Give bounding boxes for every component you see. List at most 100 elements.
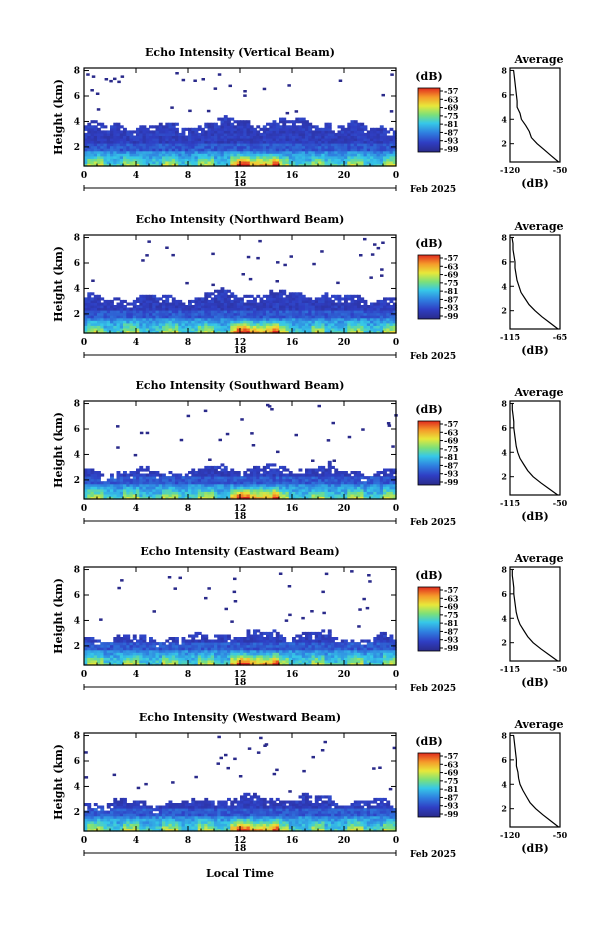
heatmap-cell: [272, 292, 277, 296]
heatmap-cell: [116, 637, 121, 641]
heatmap-cell: [318, 315, 322, 319]
heatmap-cell: [240, 310, 244, 314]
heatmap-cell: [110, 476, 114, 480]
heatmap-cell: [279, 150, 283, 154]
heatmap-cell: [139, 657, 144, 661]
heatmap-cell: [197, 649, 202, 653]
heatmap-cell: [220, 138, 225, 142]
heatmap-cell: [363, 135, 368, 139]
heatmap-cell: [337, 160, 342, 164]
heatmap-cell: [113, 127, 118, 131]
heatmap-cell: [282, 155, 287, 159]
heatmap-cell: [321, 493, 326, 497]
heatmap-cell: [266, 163, 270, 167]
heatmap-cell: [318, 155, 322, 159]
heatmap-cell: [298, 488, 303, 492]
heatmap-cell: [116, 307, 121, 311]
heatmap-cell: [269, 145, 274, 149]
heatmap-cell: [145, 483, 150, 487]
heatmap-cell: [149, 312, 153, 316]
heatmap-cell: [171, 315, 176, 319]
heatmap-cell: [262, 327, 267, 331]
heatmap-cell: [93, 135, 98, 139]
heatmap-cell: [301, 327, 306, 331]
heatmap-cell: [175, 496, 179, 500]
heatmap-cell: [363, 305, 368, 309]
heatmap-cell: [162, 476, 166, 480]
heatmap-cell: [110, 132, 114, 136]
heatmap-cell: [262, 130, 267, 134]
heatmap-cell: [318, 476, 322, 480]
heatmap-cell: [243, 307, 248, 311]
heatmap-cell: [285, 140, 290, 144]
heatmap-cell: [298, 476, 303, 480]
heatmap-cell: [106, 317, 111, 321]
heatmap-cell: [295, 327, 300, 331]
heatmap-cell: [233, 132, 238, 136]
heatmap-cell: [233, 471, 238, 475]
heatmap-cell: [292, 486, 296, 490]
heatmap-cell: [220, 327, 225, 331]
heatmap-cell: [90, 654, 95, 658]
heatmap-cell: [113, 652, 118, 656]
heatmap-cell: [383, 158, 387, 162]
heatmap-cell: [373, 476, 378, 480]
heatmap-cell: [285, 322, 290, 326]
heatmap-cell: [136, 130, 140, 134]
heatmap-cell: [321, 132, 326, 136]
heatmap-cell: [350, 322, 355, 326]
heatmap-cell: [139, 294, 144, 298]
heatmap-cell: [301, 322, 306, 326]
heatmap-cell: [113, 312, 118, 316]
heatmap-cell: [282, 312, 287, 316]
heatmap-cell: [197, 145, 202, 149]
heatmap-cell: [262, 478, 267, 482]
heatmap-cell: [223, 473, 228, 477]
heatmap-cell: [129, 496, 134, 500]
heatmap-cell: [269, 496, 274, 500]
heatmap-cell: [90, 138, 95, 142]
heatmap-cell: [233, 325, 238, 329]
heatmap-cell: [93, 145, 98, 149]
heatmap-cell: [298, 310, 303, 314]
heatmap-cell: [149, 130, 153, 134]
heatmap-cell: [90, 473, 95, 477]
heatmap-cell: [366, 325, 371, 329]
heatmap-cell: [158, 488, 163, 492]
heatmap-cell: [214, 315, 218, 319]
heatmap-cell: [275, 491, 280, 495]
heatmap-cell: [353, 471, 358, 475]
heatmap-cell: [308, 297, 313, 301]
heatmap-cell: [344, 327, 348, 331]
heatmap-cell: [110, 649, 114, 653]
heatmap-cell: [110, 496, 114, 500]
heatmap-cell: [331, 465, 335, 469]
y-axis-label: Height (km): [52, 246, 65, 322]
heatmap-cell: [184, 305, 189, 309]
heatmap-cell: [279, 486, 283, 490]
heatmap-cell: [210, 654, 215, 658]
heatmap-cell: [366, 486, 371, 490]
heatmap-cell: [249, 305, 254, 309]
heatmap-cell: [84, 320, 88, 324]
heatmap-cell: [259, 642, 264, 646]
heatmap-cell: [188, 305, 192, 309]
heatmap-cell: [240, 130, 244, 134]
heatmap-cell: [197, 315, 202, 319]
heatmap-cell: [136, 163, 140, 167]
heatmap-cell: [285, 299, 290, 303]
heatmap-cell: [344, 481, 348, 485]
heatmap-cell: [136, 305, 140, 309]
heatmap-cell: [305, 471, 309, 475]
heatmap-cell: [139, 659, 144, 663]
heatmap-cell: [373, 312, 378, 316]
heatmap-cell: [308, 160, 313, 164]
heatmap-cell: [285, 160, 290, 164]
heatmap-cell: [259, 148, 264, 152]
heatmap-cell: [253, 327, 257, 331]
heatmap-cell: [262, 631, 267, 635]
heatmap-cell: [266, 654, 270, 658]
heatmap-cell: [171, 320, 176, 324]
profile-y-label: 2: [501, 472, 507, 482]
heatmap-cell: [275, 476, 280, 480]
